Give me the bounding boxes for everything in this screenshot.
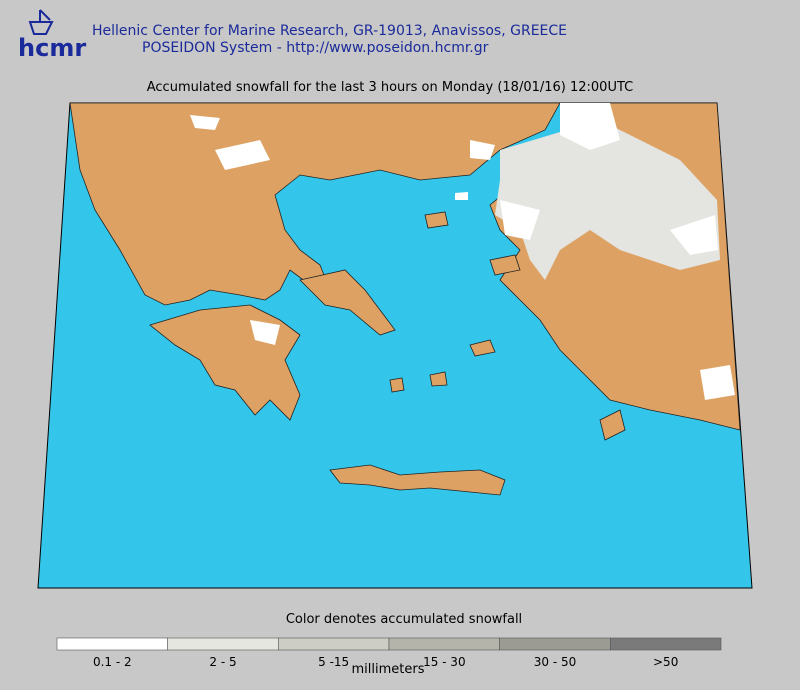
logo-text: hcmr (18, 34, 86, 62)
map (37, 102, 753, 589)
snow-area (495, 120, 720, 280)
land-islands (389, 211, 521, 393)
header-line: POSEIDON System - http://www.poseidon.hc… (142, 40, 489, 56)
legend-label: 15 - 30 (423, 655, 466, 669)
legend-label: 2 - 5 (209, 655, 236, 669)
header-line: Hellenic Center for Marine Research, GR-… (92, 23, 567, 39)
map-title: Accumulated snowfall for the last 3 hour… (147, 80, 633, 95)
legend-swatch (56, 637, 168, 651)
legend-swatch (278, 637, 390, 651)
legend-swatch (499, 637, 611, 651)
legend-unit: millimeters (352, 662, 425, 677)
legend-swatch (167, 637, 279, 651)
land-crete (329, 464, 506, 496)
legend-swatch (388, 637, 500, 651)
legend-label: >50 (653, 655, 678, 669)
legend-label: 0.1 - 2 (93, 655, 132, 669)
land-rhodes (599, 409, 626, 441)
legend-label: 5 -15 (318, 655, 349, 669)
logo-ship (28, 9, 54, 35)
legend-label: 30 - 50 (534, 655, 577, 669)
legend-swatch (610, 637, 722, 651)
legend: 0.1 - 2 2 - 5 5 -15 15 - 30 30 - 50 >50 (56, 637, 722, 669)
legend-title: Color denotes accumulated snowfall (286, 612, 522, 627)
logo: hcmr (18, 9, 86, 62)
land-euboea (299, 269, 396, 336)
